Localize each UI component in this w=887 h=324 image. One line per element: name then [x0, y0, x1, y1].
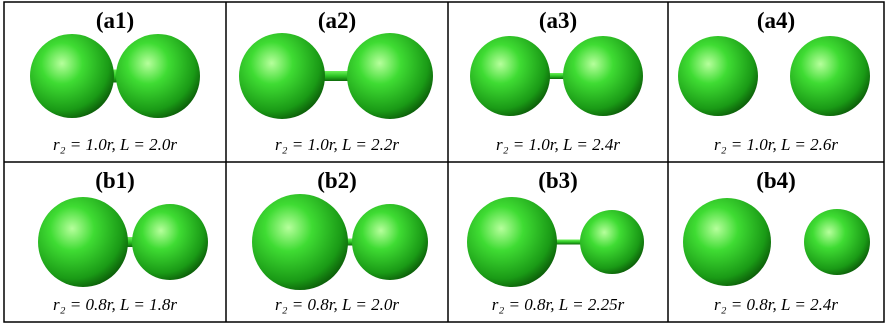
sphere [790, 36, 870, 116]
panel-caption: r₂ = 0.8r, L = 1.8r [53, 295, 177, 314]
sphere [132, 204, 208, 280]
figure: (a1) r₂ = 1.0r, L = 2.0r (a2) r₂ = 1.0r, L … [0, 0, 887, 324]
sphere [347, 33, 433, 119]
panel-caption: r₂ = 0.8r, L = 2.0r [275, 295, 399, 314]
panel-label: (a1) [96, 8, 134, 33]
sphere [470, 36, 550, 116]
panel-caption: r₂ = 0.8r, L = 2.25r [492, 295, 625, 314]
panel-label: (b1) [95, 168, 135, 193]
panel-label: (a2) [318, 8, 356, 33]
panel-label: (a4) [757, 8, 795, 33]
sphere [678, 36, 758, 116]
panel-caption: r₂ = 1.0r, L = 2.6r [714, 135, 838, 154]
panel-label: (b3) [538, 168, 578, 193]
page: (a1) r₂ = 1.0r, L = 2.0r (a2) r₂ = 1.0r, L … [0, 0, 887, 324]
panel-label: (b4) [756, 168, 796, 193]
sphere [116, 34, 200, 118]
sphere [804, 209, 870, 275]
sphere [683, 198, 771, 286]
panel-caption: r₂ = 1.0r, L = 2.2r [275, 135, 399, 154]
panel-label: (b2) [317, 168, 357, 193]
sphere [239, 33, 325, 119]
sphere [30, 34, 114, 118]
sphere [467, 197, 557, 287]
panel-caption: r₂ = 1.0r, L = 2.0r [53, 135, 177, 154]
panel-label: (a3) [539, 8, 577, 33]
panel-caption: r₂ = 0.8r, L = 2.4r [714, 295, 838, 314]
sphere [252, 194, 348, 290]
sphere [352, 204, 428, 280]
sphere [580, 210, 644, 274]
sphere [563, 36, 643, 116]
sphere [38, 197, 128, 287]
panel-caption: r₂ = 1.0r, L = 2.4r [496, 135, 620, 154]
